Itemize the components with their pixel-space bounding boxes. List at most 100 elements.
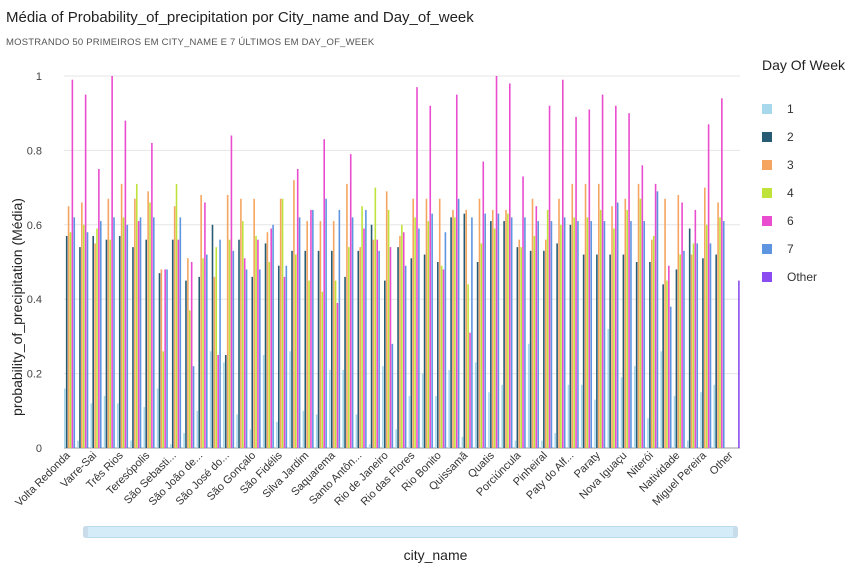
bar <box>507 213 509 448</box>
bar <box>717 202 719 448</box>
legend-item-1[interactable]: 1 <box>762 95 817 123</box>
bar <box>397 247 399 448</box>
bar <box>382 366 384 448</box>
bar <box>719 217 721 448</box>
bar <box>291 250 293 448</box>
bar <box>143 407 146 448</box>
y-tick-label: 0 <box>36 443 42 455</box>
bar <box>666 280 668 448</box>
bar <box>469 332 471 448</box>
bar <box>317 250 320 448</box>
bar <box>308 280 310 448</box>
bar <box>626 209 628 448</box>
bar <box>349 154 352 448</box>
bar <box>217 355 219 448</box>
x-tick-label: Other <box>708 449 736 477</box>
legend-item-2[interactable]: 2 <box>762 123 817 151</box>
bar <box>563 217 566 448</box>
legend-item-3[interactable]: 3 <box>762 151 817 179</box>
bar <box>713 384 716 448</box>
bar <box>715 254 717 448</box>
bar <box>160 269 163 448</box>
bar <box>637 183 640 448</box>
bar <box>310 209 312 448</box>
bar <box>202 258 204 448</box>
legend-item-7[interactable]: 7 <box>762 235 817 263</box>
bar <box>105 239 108 448</box>
bar <box>296 169 299 448</box>
bar <box>543 250 545 448</box>
bar <box>365 209 367 448</box>
legend-label: 7 <box>787 242 794 256</box>
bar <box>437 262 439 448</box>
bar <box>476 262 479 448</box>
bar <box>134 198 136 448</box>
bar <box>508 83 511 448</box>
bar <box>628 113 630 448</box>
bar <box>624 198 627 448</box>
bar <box>289 351 291 448</box>
bar <box>704 187 706 448</box>
bar <box>111 76 113 448</box>
bar <box>548 105 551 448</box>
bar <box>639 198 642 448</box>
bar <box>594 399 596 448</box>
bar <box>120 183 123 448</box>
bar <box>450 217 452 448</box>
bar <box>686 440 689 448</box>
bar <box>281 198 284 448</box>
bar <box>654 183 657 448</box>
scrollbar-right-handle[interactable] <box>733 526 738 538</box>
bar <box>238 239 240 448</box>
bar <box>588 109 591 448</box>
bar <box>293 180 295 448</box>
bar <box>228 239 231 448</box>
bar <box>582 254 585 448</box>
bar <box>391 343 394 448</box>
bar <box>596 254 598 448</box>
bar <box>82 224 85 448</box>
bar <box>302 410 305 448</box>
bar <box>412 198 414 448</box>
bar <box>562 79 564 448</box>
bar <box>92 235 94 448</box>
bar <box>448 369 450 448</box>
scrollbar-left-handle[interactable] <box>83 526 88 538</box>
bar <box>363 228 365 448</box>
bar <box>206 254 208 448</box>
horizontal-scrollbar[interactable] <box>83 526 738 538</box>
legend-label: 2 <box>787 130 794 144</box>
bar <box>694 209 697 448</box>
bar <box>514 440 517 448</box>
legend-title: Day Of Week <box>762 57 845 73</box>
bar <box>497 213 500 448</box>
bar <box>187 258 189 448</box>
bar <box>505 209 507 448</box>
bar <box>535 206 538 448</box>
bar <box>69 232 72 448</box>
legend-item-6[interactable]: 6 <box>762 207 817 235</box>
bar <box>84 94 87 448</box>
bar <box>139 217 142 448</box>
bar <box>277 265 280 448</box>
bar <box>372 239 375 448</box>
legend: 1 2 3 4 6 7 Other <box>762 95 817 291</box>
bar <box>230 135 233 448</box>
bar <box>590 221 592 448</box>
bar <box>573 217 575 448</box>
legend-item-other[interactable]: Other <box>762 263 817 291</box>
bar <box>196 410 199 448</box>
bar <box>253 198 255 448</box>
bar <box>401 224 403 448</box>
bar <box>164 269 166 448</box>
bar <box>471 217 473 448</box>
bar <box>660 351 663 448</box>
bar <box>387 209 390 448</box>
bar <box>482 161 485 448</box>
legend-item-4[interactable]: 4 <box>762 179 817 207</box>
bar <box>262 355 265 448</box>
bar <box>484 213 486 448</box>
bar <box>495 76 498 448</box>
bar <box>709 243 712 448</box>
